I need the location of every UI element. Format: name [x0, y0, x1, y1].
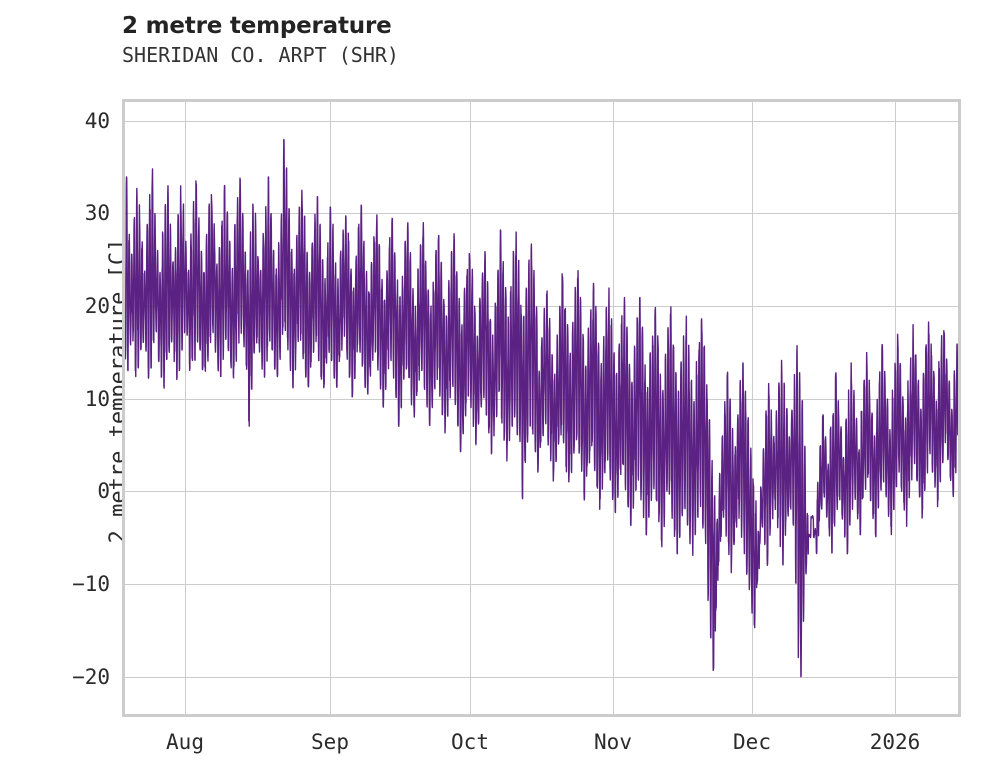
y-tick-label: 10: [84, 386, 110, 411]
gridline-horizontal: [125, 120, 958, 122]
x-tick-label: Sep: [311, 730, 349, 754]
gridline-vertical: [752, 102, 753, 714]
y-tick-label: 20: [84, 294, 110, 318]
y-tick-label: −10: [72, 572, 110, 597]
y-axis-tick-labels: 40 30 20 10 0 −10 −20: [10, 99, 110, 717]
chart-subtitle: SHERIDAN CO. ARPT (SHR): [122, 43, 399, 67]
gridline-vertical: [185, 102, 186, 714]
x-axis-tick-labels: Aug Sep Oct Nov Dec 2026: [122, 722, 961, 762]
y-tick-label: 40: [84, 108, 110, 133]
gridline-horizontal: [125, 491, 958, 493]
gridline-horizontal: [125, 306, 958, 307]
gridline-horizontal: [125, 584, 958, 586]
y-tick-label: 0: [97, 479, 110, 504]
x-tick-label: Aug: [166, 730, 204, 754]
gridline-vertical: [330, 102, 331, 714]
y-tick-label: 30: [84, 201, 110, 226]
x-tick-label: Dec: [733, 730, 771, 754]
title-block: 2 metre temperature SHERIDAN CO. ARPT (S…: [122, 12, 962, 70]
x-tick-label: 2026: [869, 730, 921, 754]
x-tick-label: Nov: [594, 730, 632, 754]
x-tick-label: Oct: [451, 730, 489, 754]
series-line: [125, 138, 958, 678]
gridline-horizontal: [125, 676, 958, 678]
plot-area: [125, 102, 958, 714]
page-title: 2 metre temperature: [122, 13, 392, 39]
temperature-series: [125, 138, 958, 678]
plot-frame: [122, 99, 961, 717]
gridline-horizontal: [125, 213, 958, 215]
y-tick-label: −20: [72, 664, 110, 689]
